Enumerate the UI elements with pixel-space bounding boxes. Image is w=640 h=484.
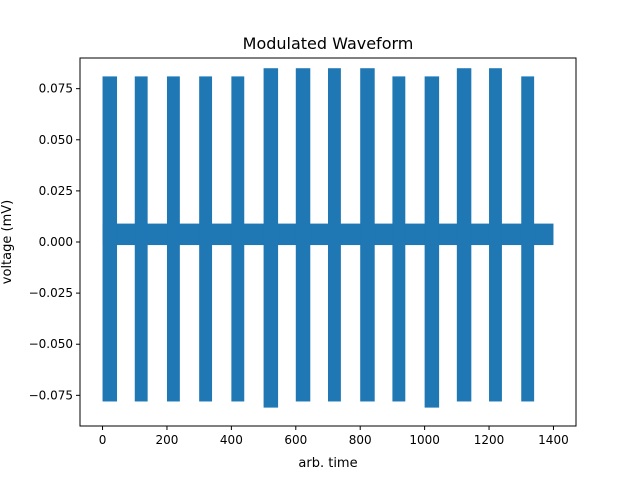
- x-tick-label: 800: [349, 433, 372, 447]
- waveform-burst-11: [424, 76, 440, 408]
- x-tick-label: 1000: [409, 433, 440, 447]
- y-tick-label: 0.075: [39, 82, 73, 96]
- x-tick-label: 0: [99, 433, 107, 447]
- y-tick-label: 0.025: [39, 184, 73, 198]
- axes-frame: [79, 57, 577, 427]
- waveform-burst-10: [392, 76, 406, 402]
- waveform-burst-14: [521, 76, 535, 402]
- y-tick-label: 0.050: [39, 133, 73, 147]
- x-axis-ticks: 0 200 400 600 800 1000 1200 1400: [99, 426, 569, 447]
- x-tick-label: 200: [156, 433, 179, 447]
- y-tick-label: −0.025: [29, 286, 73, 300]
- y-tick-label: 0.000: [39, 235, 73, 249]
- x-tick-label: 1400: [538, 433, 569, 447]
- x-tick-label: 1200: [474, 433, 505, 447]
- y-axis-ticks: −0.075 −0.050 −0.025 0.000 0.025 0.050 0.075: [29, 82, 80, 402]
- waveform-burst-4: [199, 76, 213, 402]
- waveform-burst-6: [263, 68, 279, 408]
- y-axis-label: voltage (mV): [0, 200, 15, 284]
- waveform-burst-5: [231, 76, 245, 402]
- waveform-burst-9: [360, 68, 375, 402]
- waveform-burst-3: [166, 76, 180, 402]
- plot-area: [102, 68, 554, 408]
- chart-title: Modulated Waveform: [243, 34, 414, 53]
- waveform-burst-8: [328, 68, 341, 402]
- y-tick-label: −0.075: [29, 388, 73, 402]
- waveform-burst-13: [489, 68, 502, 402]
- waveform-burst-2: [134, 76, 148, 402]
- y-tick-label: −0.050: [29, 337, 73, 351]
- x-tick-label: 600: [284, 433, 307, 447]
- waveform-burst-12: [456, 68, 472, 402]
- x-tick-label: 400: [220, 433, 243, 447]
- waveform-burst-7: [295, 68, 311, 402]
- waveform-burst-1: [102, 76, 118, 402]
- x-axis-label: arb. time: [298, 456, 357, 471]
